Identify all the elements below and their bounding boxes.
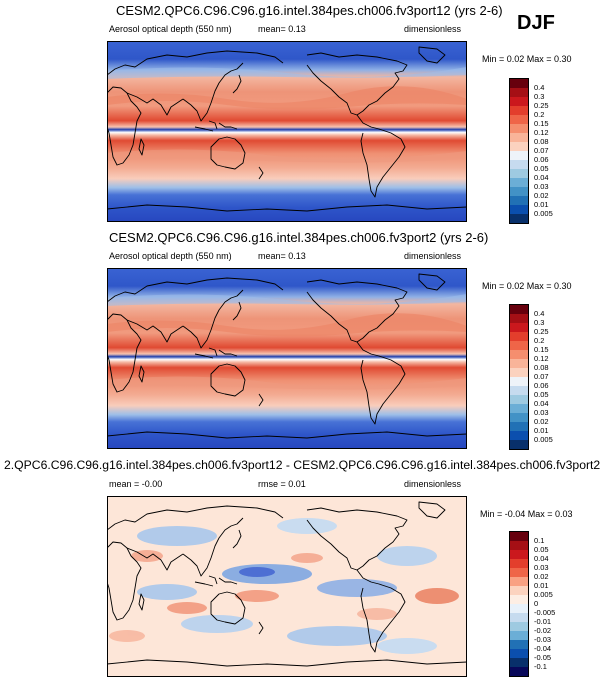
panel3-colorbar bbox=[509, 531, 529, 677]
panel3-minmax: Min = -0.04 Max = 0.03 bbox=[480, 509, 573, 519]
panel2-map bbox=[107, 268, 467, 449]
panel1-units: dimensionless bbox=[404, 24, 462, 34]
panel3-rmse: rmse = 0.01 bbox=[258, 479, 306, 489]
panel2-title: CESM2.QPC6.C96.C96.g16.intel.384pes.ch00… bbox=[109, 230, 489, 245]
panel1-title: CESM2.QPC6.C96.C96.g16.intel.384pes.ch00… bbox=[116, 3, 503, 18]
panel3-title: 2.QPC6.C96.C96.g16.intel.384pes.ch006.fv… bbox=[4, 458, 601, 472]
panel2-variable-label: Aerosol optical depth (550 nm) bbox=[109, 251, 232, 261]
panel2-minmax: Min = 0.02 Max = 0.30 bbox=[482, 281, 572, 291]
panel3-units: dimensionless bbox=[404, 479, 462, 489]
panel1-mean: mean= 0.13 bbox=[258, 24, 306, 34]
panel1-minmax: Min = 0.02 Max = 0.30 bbox=[482, 54, 572, 64]
panel3-mean: mean = -0.00 bbox=[109, 479, 163, 489]
panel1-colorbar bbox=[509, 78, 529, 224]
panel1-map bbox=[107, 41, 467, 222]
season-label: DJF bbox=[517, 12, 555, 34]
panel1-variable-label: Aerosol optical depth (550 nm) bbox=[109, 24, 232, 34]
panel3-map bbox=[107, 496, 467, 677]
panel2-units: dimensionless bbox=[404, 251, 462, 261]
panel2-colorbar bbox=[509, 304, 529, 450]
panel2-mean: mean= 0.13 bbox=[258, 251, 306, 261]
